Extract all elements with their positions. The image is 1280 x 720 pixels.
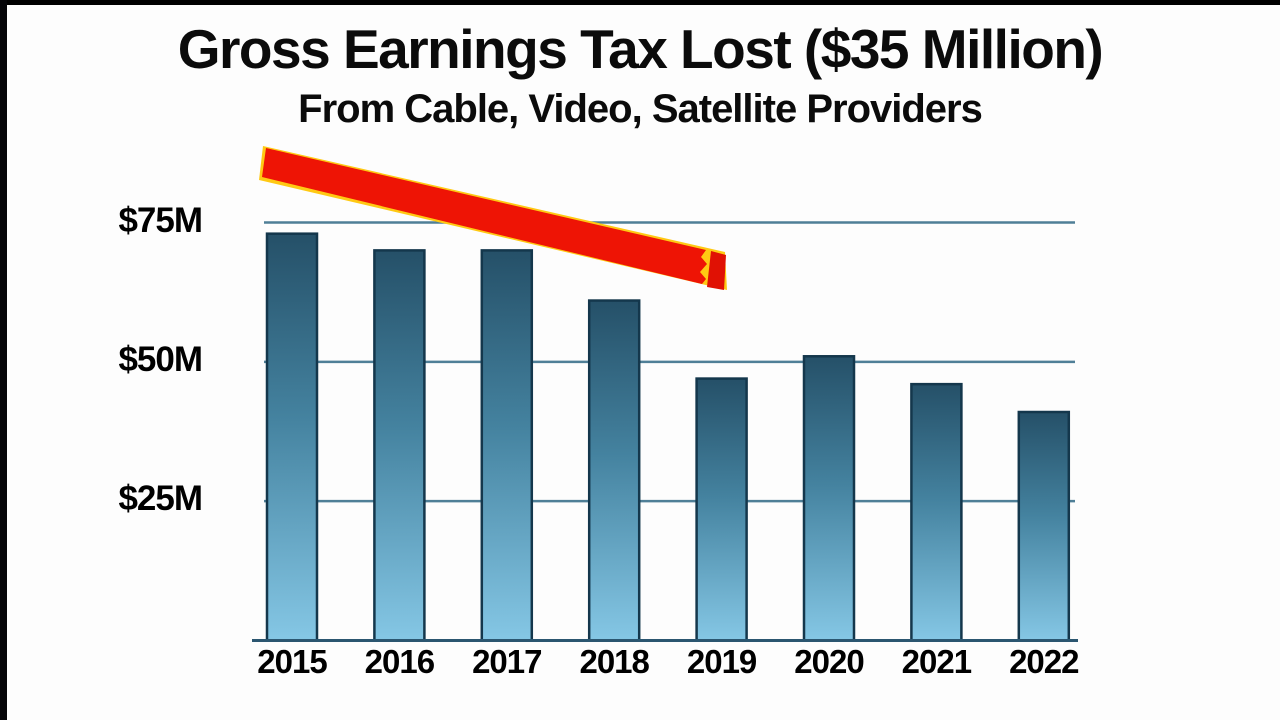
bar-2019 xyxy=(695,377,748,642)
x-axis-label-2017: 2017 xyxy=(472,643,542,680)
bar-2017 xyxy=(480,249,534,642)
arrow-red-band xyxy=(262,148,707,284)
x-axis-label-2015: 2015 xyxy=(257,643,327,680)
letterbox-left-bar xyxy=(0,0,7,720)
chart-title-text: Gross Earnings Tax Lost ($35 Million) xyxy=(177,18,1104,80)
arrow-red-tip-cap xyxy=(707,251,726,290)
chart-subtitle: From Cable, Video, Satellite Providers xyxy=(0,86,1280,132)
x-axis-label-2018: 2018 xyxy=(579,643,649,680)
bar-2016 xyxy=(373,249,426,642)
bar-2015 xyxy=(265,232,319,642)
bar-2020 xyxy=(802,355,856,642)
bar-2022 xyxy=(1017,410,1071,642)
chart-title: Gross Earnings Tax Lost ($35 Million) xyxy=(0,18,1280,81)
letterbox-top-bar xyxy=(0,0,1280,5)
x-axis-label-2016: 2016 xyxy=(364,643,435,680)
bars xyxy=(265,232,1071,642)
x-axis-label-2021: 2021 xyxy=(901,643,972,680)
y-axis-label-25m: $25M xyxy=(118,479,203,519)
y-axis-label-50m: $50M xyxy=(118,339,203,379)
x-axis-label-2019: 2019 xyxy=(686,643,757,680)
y-axis-label-75m: $75M xyxy=(118,200,203,240)
chart-subtitle-text: From Cable, Video, Satellite Providers xyxy=(298,87,983,131)
x-axis-label-2020: 2020 xyxy=(794,643,864,680)
x-axis-label-2022: 2022 xyxy=(1009,643,1079,680)
bar-2018 xyxy=(587,299,641,642)
downward-trend-arrow-annotation xyxy=(259,146,727,290)
bar-2021 xyxy=(910,382,963,642)
